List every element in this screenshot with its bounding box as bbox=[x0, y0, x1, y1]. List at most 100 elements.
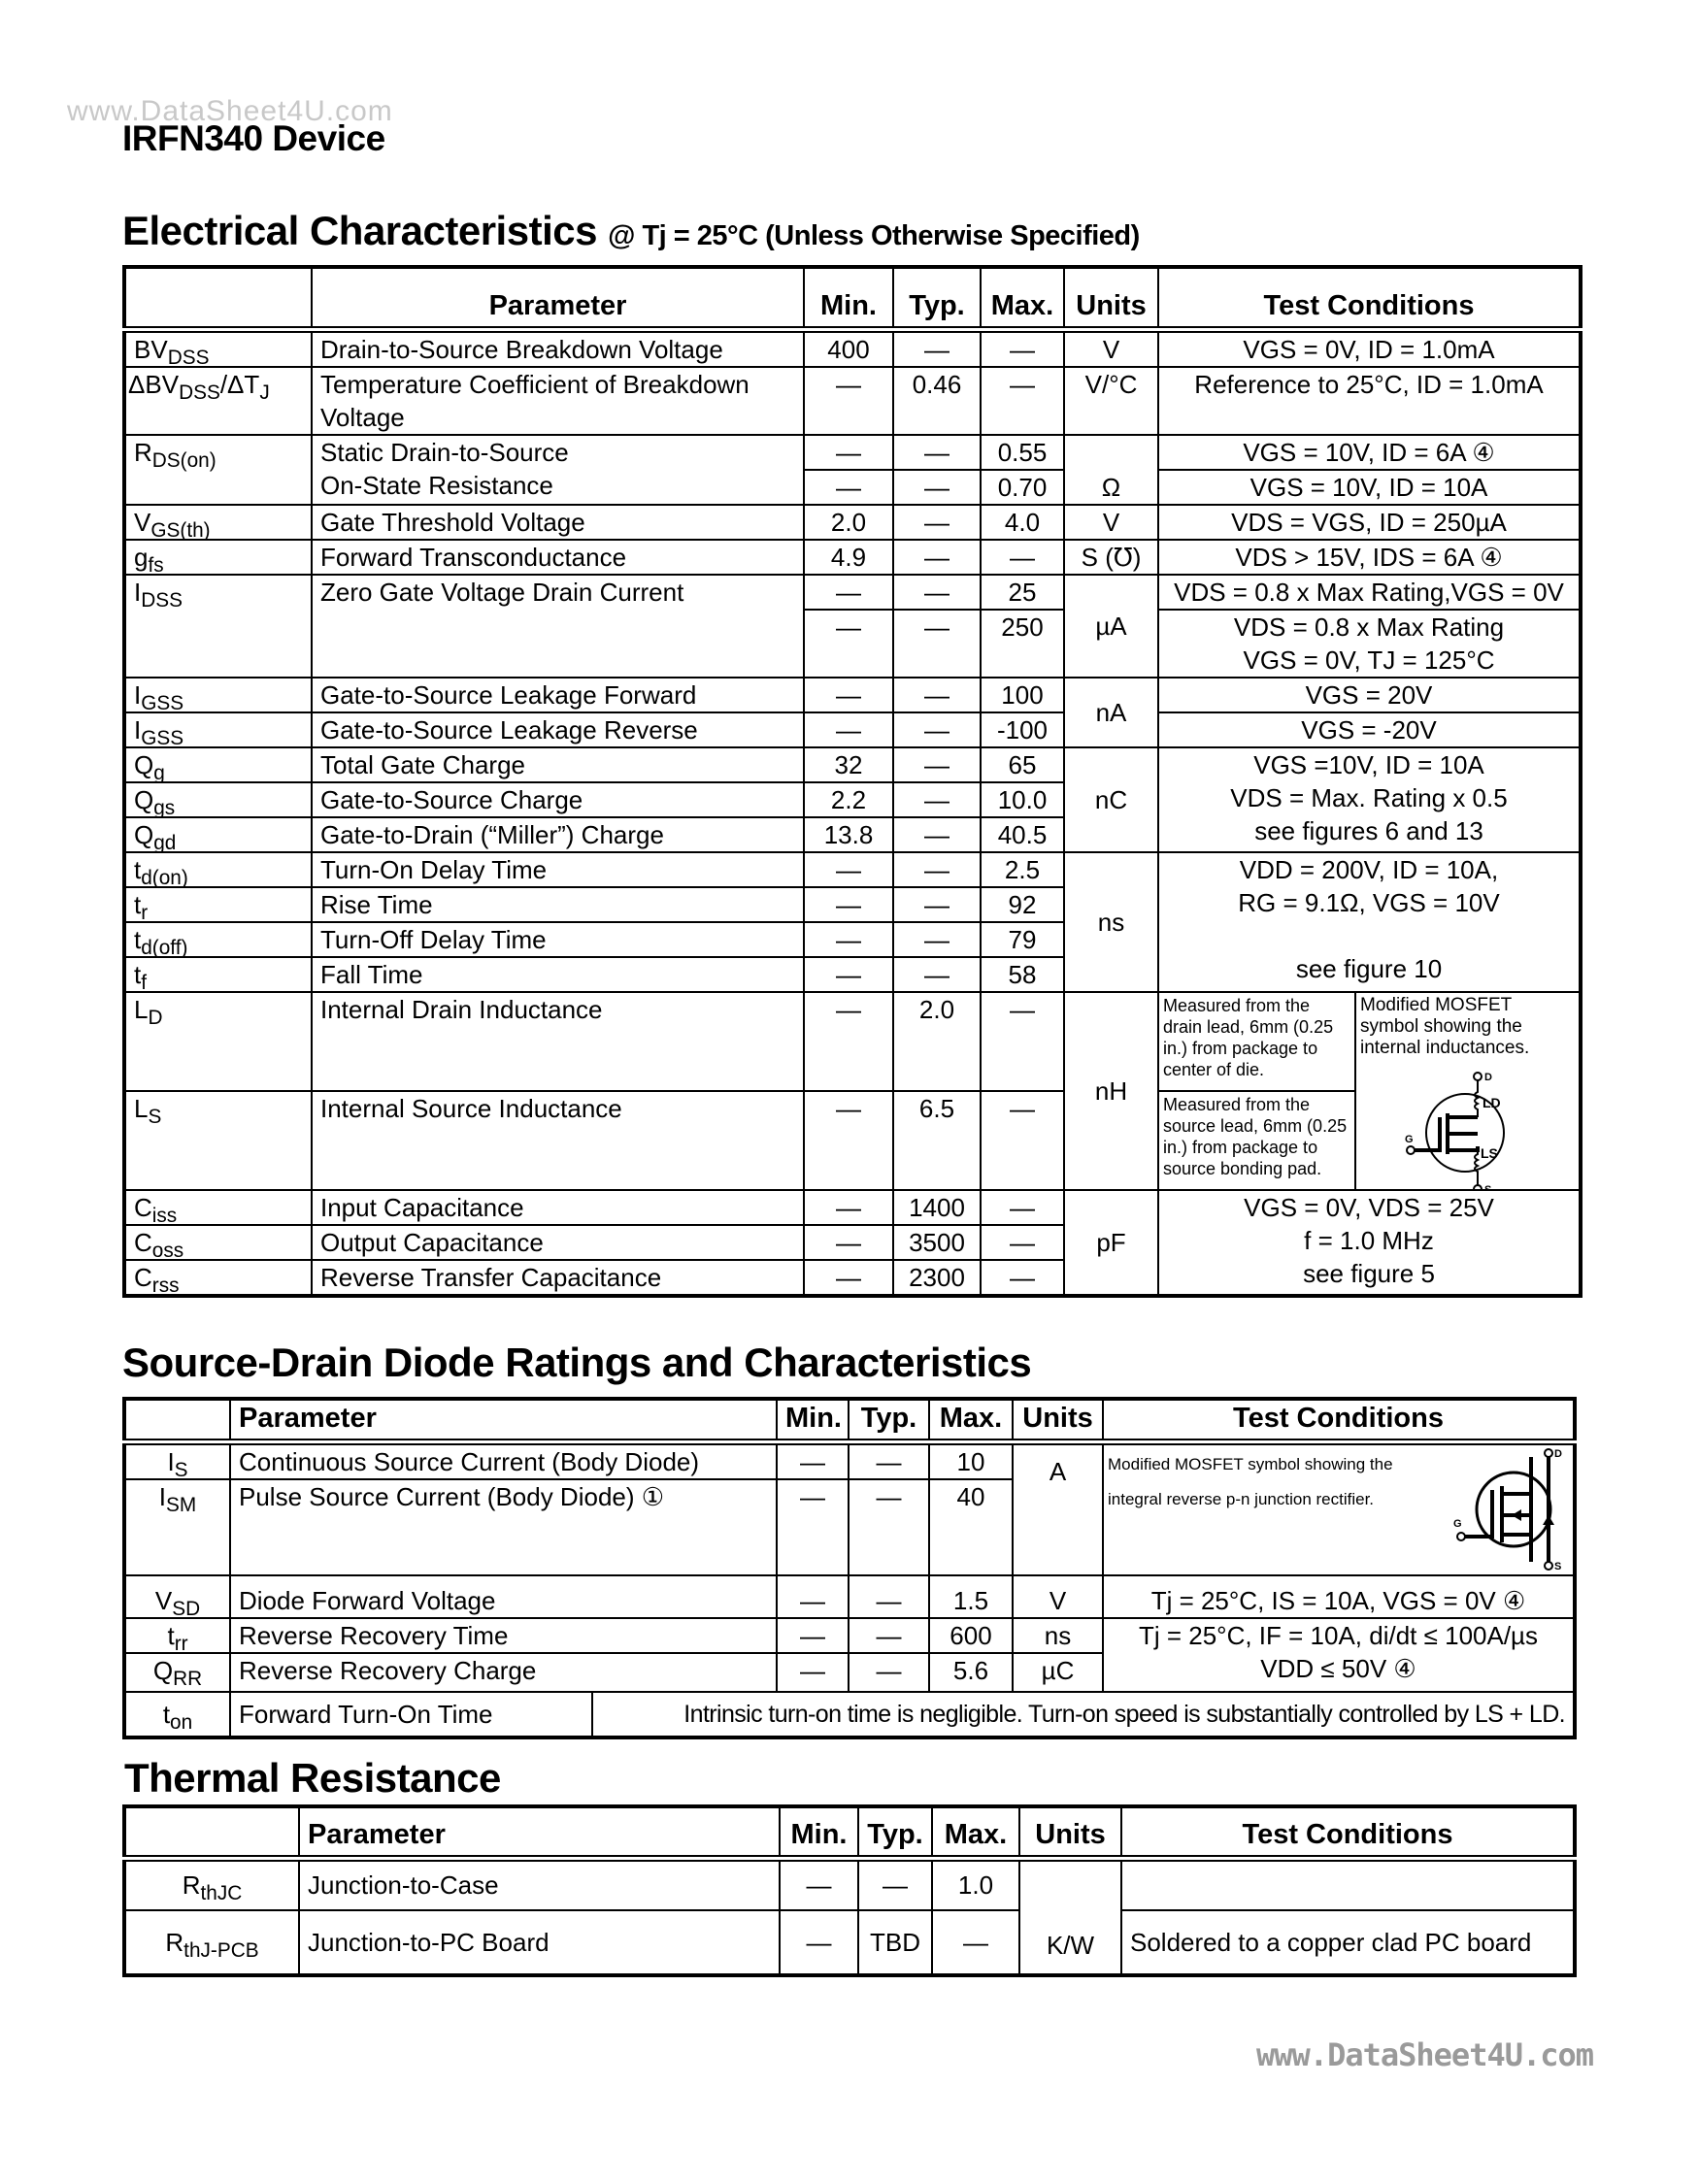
svg-text:LS: LS bbox=[1481, 1145, 1498, 1161]
test-line: f = 1.0 MHz bbox=[1304, 1225, 1434, 1255]
typ: 3500 bbox=[892, 1223, 982, 1261]
table-row: RDS(on) Static Drain-to-Source On-State R… bbox=[123, 433, 1582, 506]
table-row: LD Internal Drain Inductance — 2.0 — nH … bbox=[123, 990, 1582, 1191]
watermark-footer: www.DataSheet4U.com bbox=[1256, 2036, 1594, 2073]
min: 4.9 bbox=[803, 538, 894, 576]
max: 0.55 bbox=[980, 433, 1065, 471]
sym-sub: DSS bbox=[167, 346, 210, 367]
table-row: Qgd Gate-to-Drain (“Miller”) Charge 13.8… bbox=[123, 815, 1581, 853]
table-row: tr Rise Time — — 92 bbox=[123, 885, 1581, 923]
symbol: td(on) bbox=[123, 850, 313, 888]
svg-text:G: G bbox=[1405, 1134, 1414, 1145]
max: — bbox=[980, 1258, 1065, 1297]
sym: BV bbox=[134, 334, 168, 364]
symbol: VGS(th) bbox=[123, 503, 313, 541]
section-title-electrical: Electrical Characteristics @ Tj = 25°C (… bbox=[122, 208, 1140, 254]
sym: L bbox=[134, 1093, 149, 1123]
param-line: Voltage bbox=[320, 402, 405, 432]
symbol: RthJ-PCB bbox=[123, 1909, 300, 1976]
sym: R bbox=[165, 1928, 184, 1957]
symbol: gfs bbox=[123, 538, 313, 576]
max: — bbox=[931, 1909, 1020, 1976]
min: — bbox=[803, 676, 894, 713]
table-row: gfs Forward Transconductance 4.9 — — S (… bbox=[123, 538, 1582, 576]
sym-sub: DSS bbox=[141, 588, 183, 612]
title-condition: @ Tj = 25°C (Unless Otherwise Specified) bbox=[608, 220, 1140, 251]
header-max: Max. bbox=[931, 1805, 1020, 1862]
test-conditions: VGS = 0V, ID = 1.0mA bbox=[1156, 328, 1582, 368]
symbol: Coss bbox=[123, 1223, 313, 1261]
electrical-characteristics-table: Parameter Min. Typ. Max. Units Test Cond… bbox=[122, 265, 1583, 1298]
min: — bbox=[803, 608, 894, 678]
symbol: Qg bbox=[123, 745, 313, 783]
parameter: Zero Gate Voltage Drain Current bbox=[311, 573, 805, 678]
parameter: Gate-to-Source Leakage Forward bbox=[311, 676, 805, 713]
min: 2.2 bbox=[803, 780, 894, 818]
max: — bbox=[980, 1223, 1065, 1261]
header-max: Max. bbox=[980, 266, 1065, 333]
header-test-conditions: Test Conditions bbox=[1120, 1805, 1576, 1862]
table-row: RthJ-PCB Junction-to-PC Board — TBD — So… bbox=[123, 1909, 1576, 1976]
table-row: Ciss Input Capacitance — 1400 — pF VGS =… bbox=[123, 1188, 1582, 1297]
sym: t bbox=[162, 1699, 171, 1729]
drain-inductance-note: Measured from the drain lead, 6mm (0.25 … bbox=[1157, 990, 1356, 1092]
param-line: Temperature Coefficient of Breakdown bbox=[320, 369, 750, 399]
sym: t bbox=[167, 1620, 175, 1650]
section-title-source-drain: Source-Drain Diode Ratings and Character… bbox=[122, 1340, 1032, 1385]
header-parameter: Parameter bbox=[311, 266, 805, 333]
units: V/°C bbox=[1063, 365, 1159, 436]
symbol: tr bbox=[123, 885, 313, 923]
sym-sub: d(on) bbox=[141, 866, 188, 887]
min: — bbox=[803, 955, 894, 993]
symbol: IGSS bbox=[123, 711, 313, 748]
typ: — bbox=[892, 676, 982, 713]
parameter: Total Gate Charge bbox=[311, 745, 805, 783]
header-row: Parameter Min. Typ. Max. Units Test Cond… bbox=[123, 1398, 1576, 1445]
turn-on-note: Intrinsic turn-on time is negligible. Tu… bbox=[591, 1690, 1576, 1738]
units: V bbox=[1063, 328, 1159, 368]
param-line: On-State Resistance bbox=[320, 470, 553, 500]
symbol: Ciss bbox=[123, 1188, 313, 1226]
symbol: Crss bbox=[123, 1258, 313, 1297]
units: ns bbox=[1012, 1616, 1104, 1654]
symbol: trr bbox=[123, 1616, 231, 1654]
test-conditions: Tj = 25°C, IS = 10A, VGS = 0V ④ bbox=[1102, 1573, 1576, 1619]
svg-text:D: D bbox=[1554, 1448, 1562, 1460]
header-min: Min. bbox=[779, 1805, 859, 1862]
parameter: Turn-On Delay Time bbox=[311, 850, 805, 888]
sym-sub: S bbox=[174, 1458, 188, 1479]
typ: 6.5 bbox=[892, 1089, 982, 1191]
max: — bbox=[980, 990, 1065, 1092]
header-row: Parameter Min. Typ. Max. Units Test Cond… bbox=[123, 266, 1582, 333]
min: — bbox=[779, 1857, 859, 1911]
parameter: Reverse Recovery Time bbox=[229, 1616, 778, 1654]
sym-sub: r bbox=[141, 901, 149, 922]
header-symbol bbox=[123, 266, 313, 333]
svg-text:D: D bbox=[1484, 1072, 1492, 1083]
header-symbol bbox=[123, 1398, 231, 1445]
min: — bbox=[803, 711, 894, 748]
units: S (℧) bbox=[1063, 538, 1159, 576]
max: 1.0 bbox=[931, 1857, 1020, 1911]
units: Ω bbox=[1063, 433, 1159, 506]
symbol: RDS(on) bbox=[123, 433, 313, 506]
sym: ΔBV bbox=[128, 369, 180, 399]
table-row: IDSS Zero Gate Voltage Drain Current — —… bbox=[123, 573, 1582, 678]
sym-sub: gd bbox=[153, 831, 177, 852]
sym-sub: GSS bbox=[141, 691, 184, 712]
parameter: Temperature Coefficient of Breakdown Volt… bbox=[311, 365, 805, 436]
sym-sub: on bbox=[170, 1710, 193, 1734]
symbol: Qgd bbox=[123, 815, 313, 853]
typ: — bbox=[892, 608, 982, 678]
units: V bbox=[1063, 503, 1159, 541]
typ: — bbox=[892, 468, 982, 506]
max: -100 bbox=[980, 711, 1065, 748]
header-max: Max. bbox=[928, 1398, 1014, 1445]
min: — bbox=[776, 1477, 850, 1576]
sym-sub: SD bbox=[172, 1597, 201, 1618]
test-line: VDS = Max. Rating x 0.5 bbox=[1230, 782, 1508, 812]
sym-sub: J bbox=[259, 381, 270, 404]
mosfet-inductance-symbol-icon: D LD LS G S bbox=[1405, 1071, 1505, 1188]
min: 32 bbox=[803, 745, 894, 783]
header-min: Min. bbox=[776, 1398, 850, 1445]
